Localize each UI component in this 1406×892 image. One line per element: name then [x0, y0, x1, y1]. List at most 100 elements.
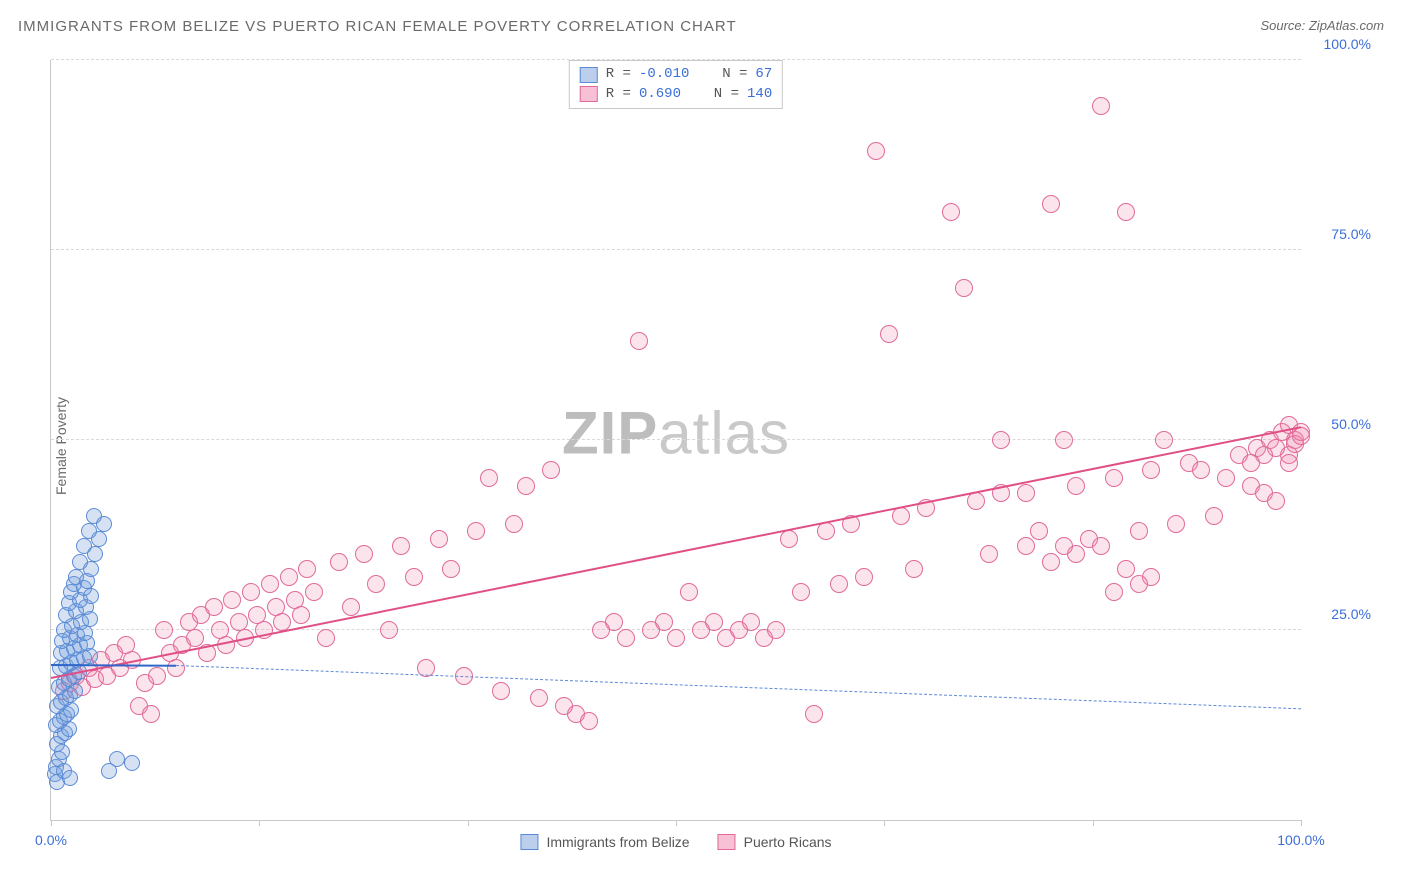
- n-value: 67: [755, 65, 772, 85]
- scatter-point-blue: [124, 755, 140, 771]
- scatter-point-pink: [680, 583, 698, 601]
- scatter-point-pink: [380, 621, 398, 639]
- x-tick: [1093, 820, 1094, 826]
- scatter-point-pink: [942, 203, 960, 221]
- scatter-point-blue: [68, 569, 84, 585]
- n-value: 140: [747, 85, 772, 105]
- scatter-point-pink: [1292, 427, 1310, 445]
- source-attribution: Source: ZipAtlas.com: [1260, 18, 1384, 33]
- legend-swatch-blue: [580, 67, 598, 83]
- legend-swatch-pink: [580, 86, 598, 102]
- scatter-point-pink: [530, 689, 548, 707]
- scatter-point-pink: [442, 560, 460, 578]
- scatter-point-pink: [1130, 575, 1148, 593]
- correlation-stats-box: R =-0.010 N = 67R = 0.690 N =140: [569, 60, 783, 109]
- scatter-point-pink: [1167, 515, 1185, 533]
- scatter-point-pink: [1117, 203, 1135, 221]
- scatter-point-pink: [317, 629, 335, 647]
- scatter-point-pink: [430, 530, 448, 548]
- scatter-point-pink: [880, 325, 898, 343]
- scatter-point-pink: [217, 636, 235, 654]
- legend-label: Puerto Ricans: [744, 834, 832, 850]
- scatter-point-pink: [1042, 195, 1060, 213]
- y-tick-label: 50.0%: [1311, 416, 1371, 432]
- scatter-point-pink: [905, 560, 923, 578]
- scatter-point-pink: [605, 613, 623, 631]
- x-tick: [884, 820, 885, 826]
- gridline-h: [51, 439, 1301, 440]
- scatter-point-pink: [205, 598, 223, 616]
- legend-item: Immigrants from Belize: [520, 834, 689, 850]
- watermark-light: atlas: [658, 400, 790, 467]
- scatter-point-pink: [1217, 469, 1235, 487]
- scatter-point-pink: [392, 537, 410, 555]
- trendline-blue-dashed: [176, 665, 1301, 709]
- scatter-point-pink: [705, 613, 723, 631]
- scatter-point-pink: [780, 530, 798, 548]
- legend-label: Immigrants from Belize: [546, 834, 689, 850]
- scatter-point-blue: [62, 770, 78, 786]
- scatter-point-pink: [830, 575, 848, 593]
- scatter-point-pink: [186, 629, 204, 647]
- gridline-h: [51, 249, 1301, 250]
- x-tick: [1301, 820, 1302, 826]
- scatter-point-pink: [767, 621, 785, 639]
- scatter-point-pink: [742, 613, 760, 631]
- scatter-point-pink: [667, 629, 685, 647]
- scatter-point-pink: [223, 591, 241, 609]
- scatter-point-pink: [1017, 537, 1035, 555]
- scatter-point-pink: [980, 545, 998, 563]
- n-label: N =: [714, 85, 739, 105]
- x-tick-label: 100.0%: [1277, 832, 1324, 848]
- scatter-point-pink: [1130, 522, 1148, 540]
- legend-swatch-pink: [718, 834, 736, 850]
- r-label: R =: [606, 85, 631, 105]
- stats-row: R =-0.010 N = 67: [580, 65, 772, 85]
- scatter-point-pink: [480, 469, 498, 487]
- scatter-point-pink: [805, 705, 823, 723]
- scatter-point-pink: [492, 682, 510, 700]
- scatter-point-pink: [330, 553, 348, 571]
- scatter-point-pink: [261, 575, 279, 593]
- scatter-point-pink: [405, 568, 423, 586]
- scatter-point-pink: [867, 142, 885, 160]
- scatter-point-blue: [81, 523, 97, 539]
- scatter-point-pink: [1280, 454, 1298, 472]
- scatter-point-blue: [76, 538, 92, 554]
- scatter-point-pink: [298, 560, 316, 578]
- scatter-point-pink: [280, 568, 298, 586]
- scatter-point-pink: [167, 659, 185, 677]
- scatter-plot-area: ZIPatlas R =-0.010 N = 67R = 0.690 N =14…: [50, 60, 1301, 821]
- scatter-point-pink: [517, 477, 535, 495]
- scatter-point-pink: [1055, 537, 1073, 555]
- x-tick: [676, 820, 677, 826]
- y-tick-label: 25.0%: [1311, 606, 1371, 622]
- scatter-point-pink: [242, 583, 260, 601]
- scatter-point-pink: [1105, 583, 1123, 601]
- scatter-point-pink: [355, 545, 373, 563]
- scatter-point-pink: [655, 613, 673, 631]
- scatter-point-pink: [1092, 97, 1110, 115]
- x-tick: [51, 820, 52, 826]
- scatter-point-pink: [155, 621, 173, 639]
- scatter-point-pink: [1055, 431, 1073, 449]
- legend-swatch-blue: [520, 834, 538, 850]
- scatter-point-pink: [580, 712, 598, 730]
- scatter-point-pink: [1067, 477, 1085, 495]
- chart-title: IMMIGRANTS FROM BELIZE VS PUERTO RICAN F…: [18, 18, 737, 35]
- bottom-legend: Immigrants from Belize Puerto Ricans: [520, 834, 831, 850]
- scatter-point-pink: [467, 522, 485, 540]
- x-tick-label: 0.0%: [35, 832, 67, 848]
- stats-row: R = 0.690 N =140: [580, 85, 772, 105]
- scatter-point-pink: [792, 583, 810, 601]
- scatter-point-pink: [305, 583, 323, 601]
- scatter-point-pink: [1042, 553, 1060, 571]
- scatter-point-pink: [1142, 461, 1160, 479]
- scatter-point-pink: [342, 598, 360, 616]
- scatter-point-pink: [630, 332, 648, 350]
- scatter-point-pink: [292, 606, 310, 624]
- scatter-point-pink: [617, 629, 635, 647]
- watermark: ZIPatlas: [562, 399, 790, 468]
- x-tick: [259, 820, 260, 826]
- r-label: R =: [606, 65, 631, 85]
